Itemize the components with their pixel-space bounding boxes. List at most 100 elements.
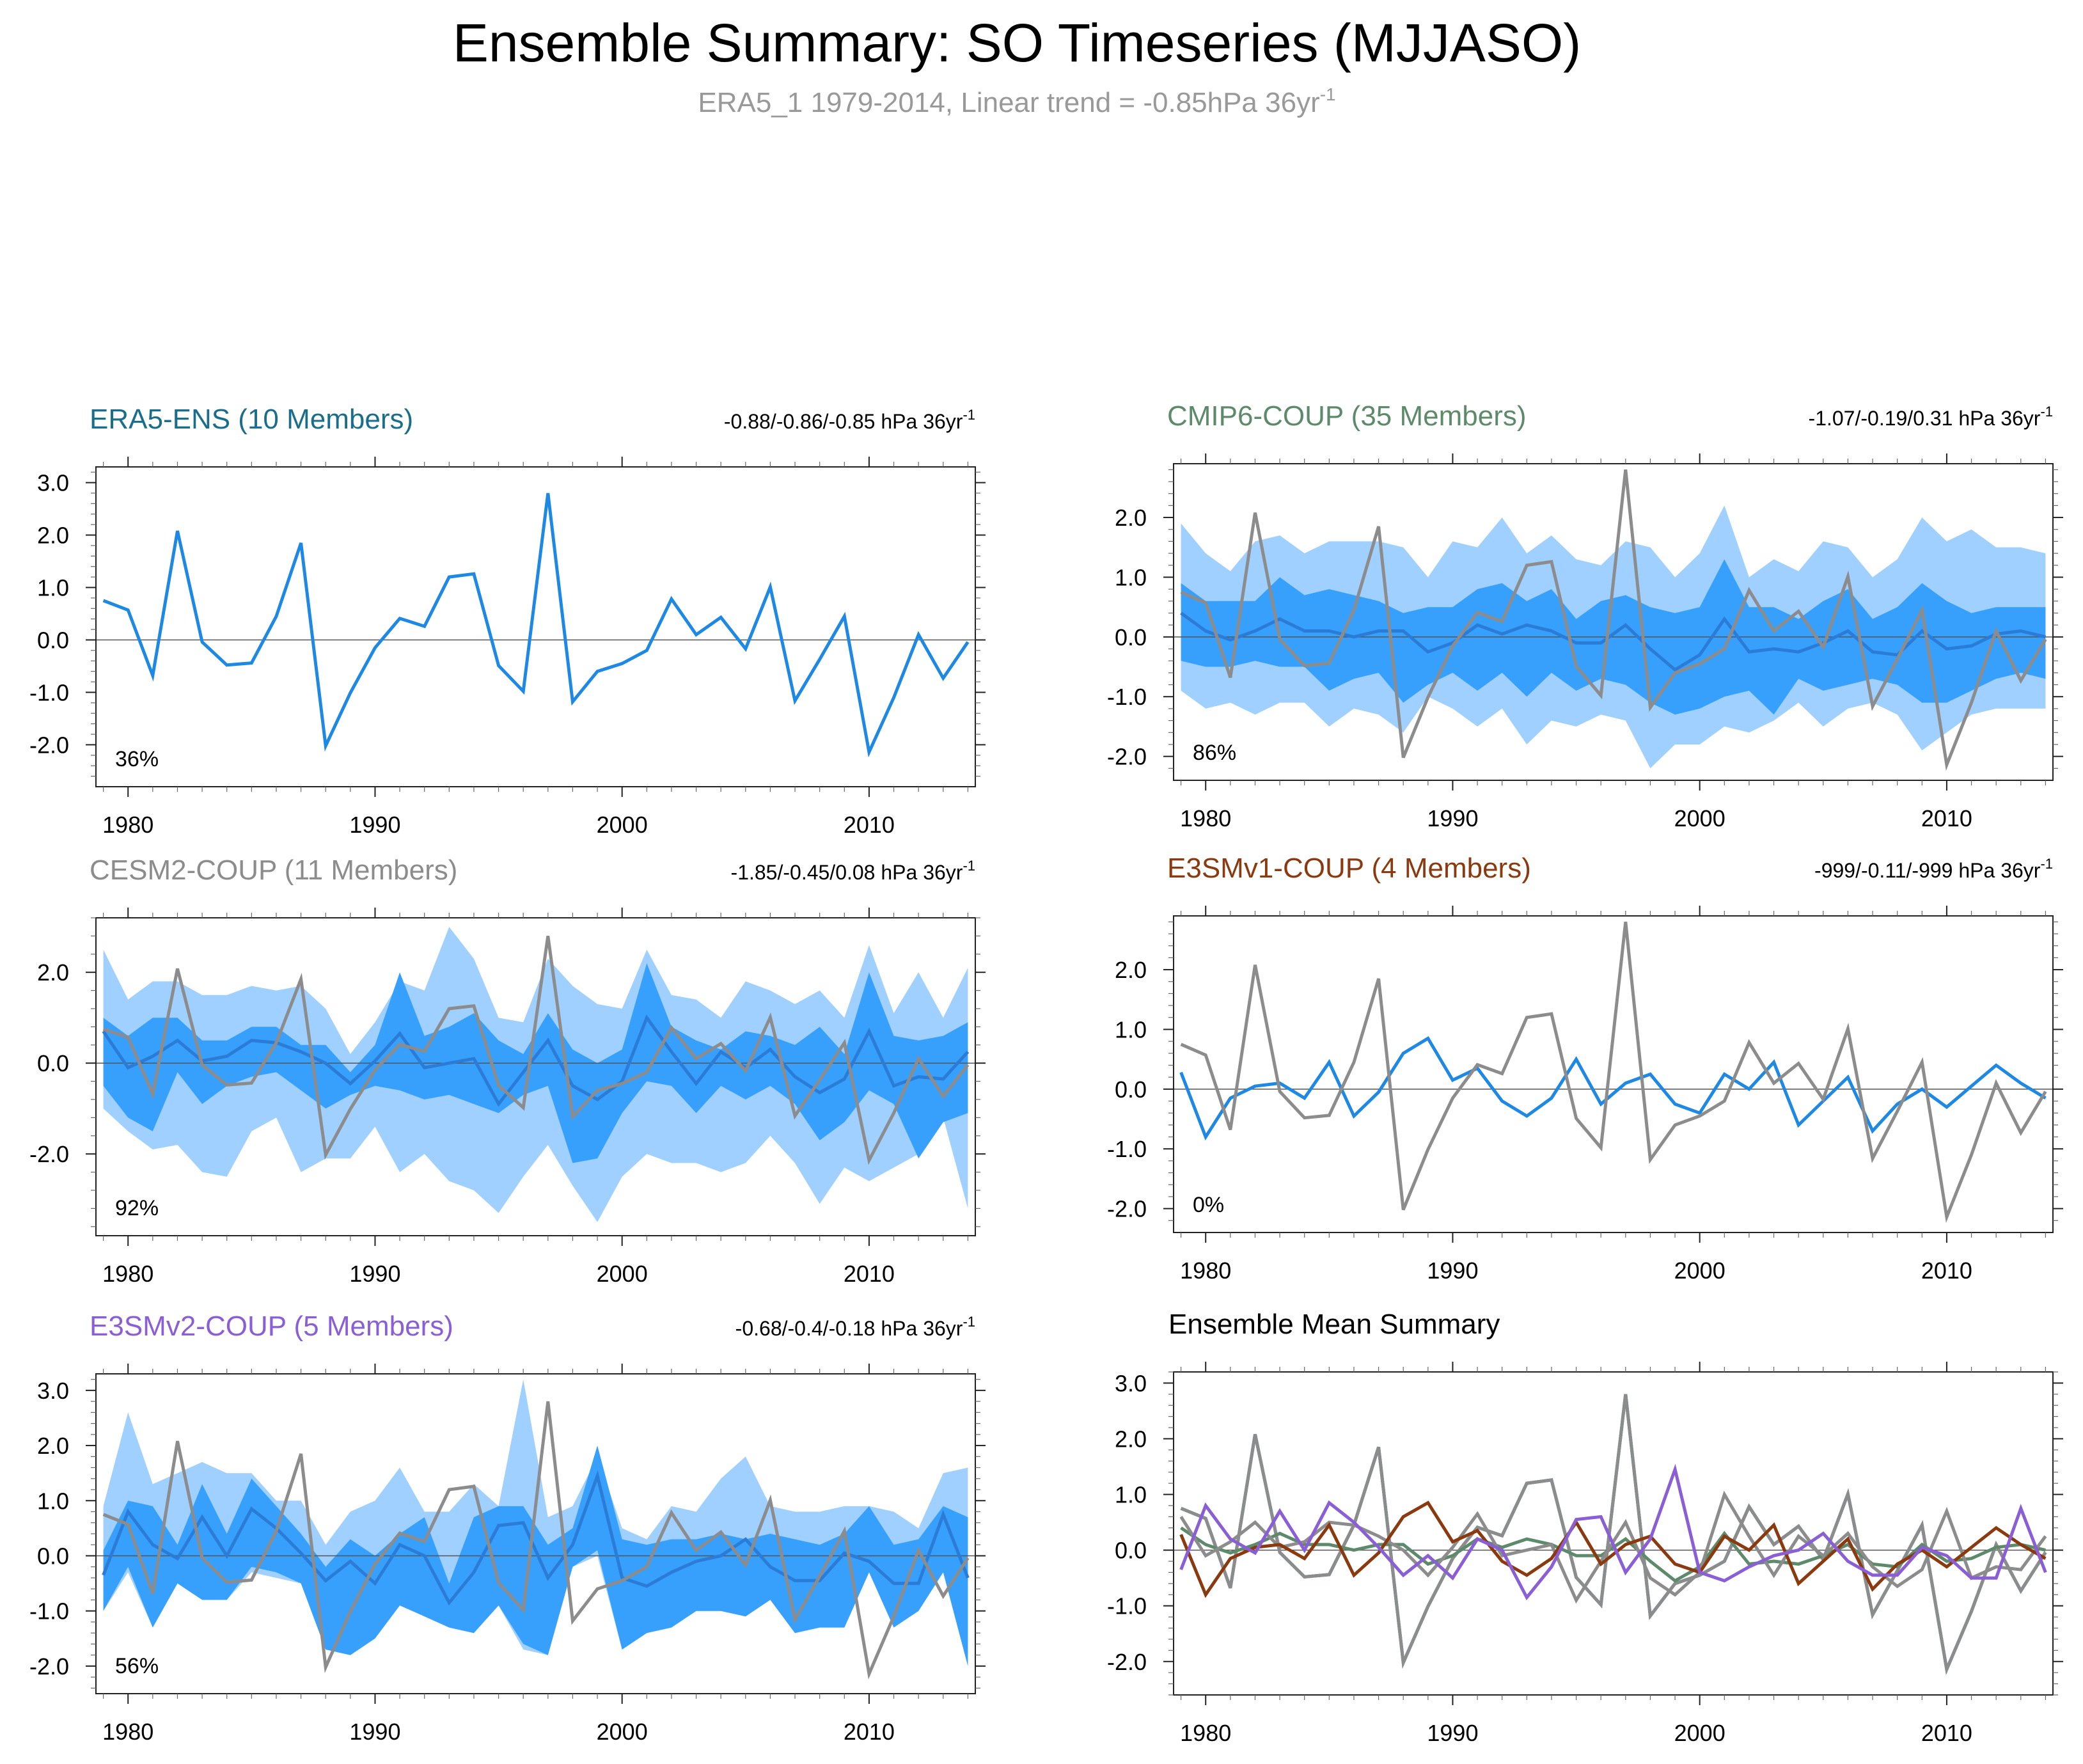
- summary-xtick-label: 1980: [1180, 1720, 1231, 1746]
- summary-xtick-label: 2000: [1674, 1720, 1725, 1746]
- era5-ticks: -2.0 -1.0 0.0 1.0 2.0 3.0 1980 1990 2000 2010: [29, 457, 986, 838]
- era5-trend-text: -0.88/-0.86/-0.85 hPa 36yr-1: [724, 407, 975, 433]
- era5-xtick-label: 2010: [844, 812, 895, 838]
- summary-ytick-label: 0.0: [1115, 1538, 1147, 1564]
- e3smv2-trend-main: -0.68/-0.4/-0.18 hPa 36yr: [735, 1317, 963, 1340]
- era5-frame: [95, 466, 976, 787]
- figure-subtitle-main: ERA5_1 1979-2014, Linear trend = -0.85hP…: [698, 87, 1319, 118]
- cesm2-plot-area: [96, 927, 975, 1222]
- e3smv2-ytick-label: -1.0: [29, 1598, 69, 1625]
- cmip6-xtick-label: 1980: [1180, 805, 1231, 831]
- summary-plot-area: [1174, 1394, 2053, 1675]
- e3smv2-ytick-label: 2.0: [37, 1433, 69, 1459]
- summary-series-e3smv1-coup: [1179, 1500, 2047, 1598]
- panel-e3smv2: -2.0 -1.0 0.0 1.0 2.0 3.0 1980 1990 2000 2010 E3SM…: [29, 1311, 986, 1745]
- e3smv2-ticks: -2.0 -1.0 0.0 1.0 2.0 3.0 1980 1990 2000 2010: [29, 1364, 986, 1745]
- figure-subtitle: ERA5_1 1979-2014, Linear trend = -0.85hP…: [698, 84, 1335, 118]
- e3smv1-trend-sup: -1: [2040, 856, 2053, 872]
- cmip6-series-era5-observed: [1180, 469, 2047, 771]
- e3smv2-xtick-label: 2000: [597, 1719, 648, 1745]
- era5-trend-main: -0.88/-0.86/-0.85 hPa 36yr: [724, 410, 963, 433]
- era5-series-era5-ensemble-mean: [102, 492, 970, 758]
- cmip6-panel-title: CMIP6-COUP (35 Members): [1167, 400, 1527, 432]
- cmip6-trend-main: -1.07/-0.19/0.31 hPa 36yr: [1809, 407, 2041, 430]
- e3smv2-series-ensemble-mean: [102, 1470, 970, 1606]
- cmip6-trend-text: -1.07/-0.19/0.31 hPa 36yr-1: [1809, 404, 2053, 430]
- cesm2-frame: [95, 917, 976, 1236]
- cmip6-ytick-label: 2.0: [1115, 505, 1147, 531]
- e3smv2-trend-sup: -1: [963, 1314, 975, 1330]
- cmip6-ytick-label: -2.0: [1107, 744, 1147, 770]
- e3smv2-panel-title: E3SMv2-COUP (5 Members): [90, 1311, 453, 1342]
- cesm2-ytick-label: -2.0: [29, 1141, 69, 1167]
- cesm2-trend-main: -1.85/-0.45/0.08 hPa 36yr: [731, 861, 963, 884]
- era5-panel-title: ERA5-ENS (10 Members): [90, 404, 413, 435]
- e3smv1-xtick-label: 1980: [1180, 1257, 1231, 1284]
- cesm2-ytick-label: 0.0: [37, 1050, 69, 1076]
- cmip6-xtick-label: 2000: [1674, 805, 1725, 831]
- e3smv1-xtick-label: 2000: [1674, 1257, 1725, 1284]
- cmip6-ytick-label: -1.0: [1107, 684, 1147, 710]
- cmip6-percent-label: 86%: [1193, 741, 1236, 765]
- era5-percent-label: 36%: [115, 747, 159, 771]
- e3smv1-ticks: -2.0 -1.0 0.0 1.0 2.0 1980 1990 2000 2010: [1107, 906, 2063, 1284]
- era5-ytick-label: 3.0: [37, 470, 69, 496]
- cesm2-trend-sup: -1: [963, 858, 975, 874]
- e3smv2-ytick-label: 3.0: [37, 1378, 69, 1404]
- cesm2-xtick-label: 2010: [844, 1261, 895, 1287]
- summary-xtick-label: 2010: [1921, 1720, 1972, 1746]
- panel-grid: -2.0 -1.0 0.0 1.0 2.0 3.0 1980 1990 2000 2010 ERA5…: [29, 400, 2063, 1746]
- e3smv1-plot-area: [1174, 922, 2053, 1224]
- cesm2-xtick-label: 1990: [349, 1261, 400, 1287]
- summary-series-era5-observed: [1180, 1394, 2047, 1675]
- cesm2-series-era5-observed: [102, 936, 970, 1165]
- e3smv1-ytick-label: 0.0: [1115, 1076, 1147, 1103]
- e3smv2-plot-area: [96, 1379, 975, 1680]
- cmip6-ticks: -2.0 -1.0 0.0 1.0 2.0 1980 1990 2000 2010: [1107, 453, 2063, 831]
- summary-xtick-label: 1990: [1427, 1720, 1478, 1746]
- figure-subtitle-sup: -1: [1320, 84, 1336, 104]
- era5-trend-sup: -1: [963, 407, 975, 423]
- panel-summary: -2.0 -1.0 0.0 1.0 2.0 3.0 1980 1990 2000 2010 Ense…: [1107, 1309, 2063, 1746]
- era5-xtick-label: 1980: [102, 812, 153, 838]
- cesm2-ytick-label: 2.0: [37, 959, 69, 986]
- e3smv1-ytick-label: -1.0: [1107, 1136, 1147, 1162]
- cesm2-series-ensemble-mean: [102, 1014, 970, 1107]
- cesm2-trend-text: -1.85/-0.45/0.08 hPa 36yr-1: [731, 858, 975, 884]
- summary-series-e3smv2-coup: [1179, 1463, 2047, 1601]
- panel-cmip6: -2.0 -1.0 0.0 1.0 2.0 1980 1990 2000 2010 CMIP6-C…: [1107, 400, 2063, 831]
- e3smv2-series-era5-observed: [102, 1401, 970, 1680]
- era5-plot-area: [96, 492, 975, 758]
- cesm2-xtick-label: 1980: [102, 1261, 153, 1287]
- e3smv2-ytick-label: 1.0: [37, 1488, 69, 1514]
- summary-ytick-label: -2.0: [1107, 1649, 1147, 1675]
- cesm2-panel-title: CESM2-COUP (11 Members): [90, 854, 457, 886]
- summary-ytick-label: 2.0: [1115, 1426, 1147, 1452]
- e3smv2-ytick-label: -2.0: [29, 1653, 69, 1680]
- e3smv1-series-ensemble-mean: [1179, 1036, 2047, 1141]
- e3smv2-ytick-label: 0.0: [37, 1543, 69, 1569]
- e3smv1-trend-main: -999/-0.11/-999 hPa 36yr: [1814, 859, 2041, 882]
- cesm2-ticks: -2.0 0.0 2.0 1980 1990 2000 2010: [29, 908, 986, 1287]
- cesm2-percent-label: 92%: [115, 1196, 159, 1220]
- era5-ytick-label: -2.0: [29, 732, 69, 758]
- panel-e3smv1: -2.0 -1.0 0.0 1.0 2.0 1980 1990 2000 2010 E3SMv1-…: [1107, 853, 2063, 1284]
- e3smv2-xtick-label: 1980: [102, 1719, 153, 1745]
- e3smv1-ytick-label: 1.0: [1115, 1016, 1147, 1043]
- era5-xtick-label: 1990: [349, 812, 400, 838]
- e3smv1-trend-text: -999/-0.11/-999 hPa 36yr-1: [1814, 856, 2053, 882]
- e3smv1-xtick-label: 1990: [1427, 1257, 1478, 1284]
- cmip6-frame: [1173, 463, 2054, 781]
- era5-ytick-label: 0.0: [37, 627, 69, 653]
- e3smv1-series-era5-observed: [1180, 922, 2047, 1224]
- summary-ytick-label: 3.0: [1115, 1370, 1147, 1396]
- panel-era5: -2.0 -1.0 0.0 1.0 2.0 3.0 1980 1990 2000 2010 ERA5…: [29, 404, 986, 838]
- panel-cesm2: -2.0 0.0 2.0 1980 1990 2000 2010 CESM2-COUP (11…: [29, 854, 986, 1287]
- cmip6-ytick-label: 0.0: [1115, 624, 1147, 650]
- summary-panel-title: Ensemble Mean Summary: [1168, 1309, 1500, 1340]
- cmip6-plot-area: [1174, 469, 2053, 771]
- summary-ytick-label: 1.0: [1115, 1482, 1147, 1508]
- cmip6-ytick-label: 1.0: [1115, 564, 1147, 590]
- summary-series-era5-ens: [1180, 1394, 2047, 1675]
